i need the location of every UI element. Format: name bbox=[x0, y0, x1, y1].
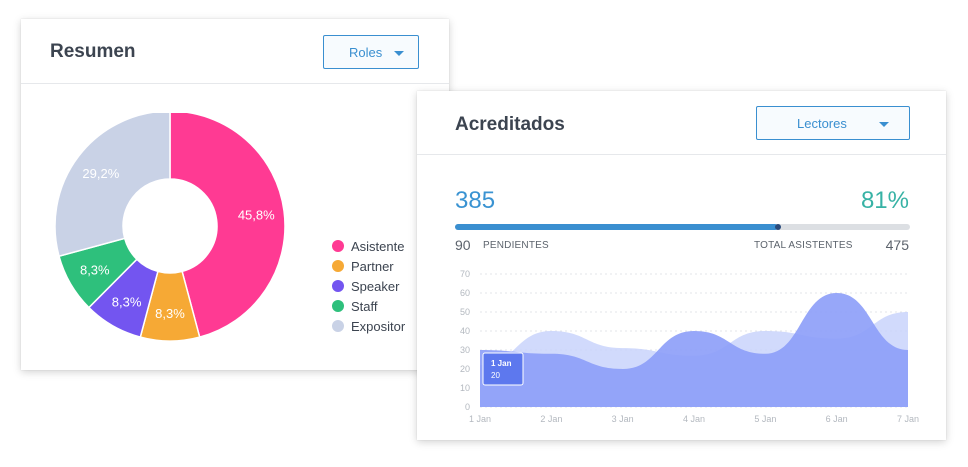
donut-slice-label: 8,3% bbox=[80, 263, 110, 278]
y-tick-label: 0 bbox=[465, 402, 470, 412]
tooltip-value: 20 bbox=[491, 371, 500, 380]
y-tick-label: 40 bbox=[460, 326, 470, 336]
acreditados-header: Acreditados Lectores bbox=[417, 91, 946, 155]
progress-knob bbox=[775, 224, 782, 230]
total-label: TOTAL ASISTENTES bbox=[754, 240, 853, 251]
donut-slice[interactable] bbox=[169, 113, 286, 339]
accreditation-area-chart: 0 10 20 30 40 50 60 70 1 Jan 2 Jan 3 Jan 4 Jan 5 Jan… bbox=[460, 269, 919, 424]
resumen-card: Resumen Roles 45,8% 8,3% 8,3% 8,3% 29,2% Asi… bbox=[21, 19, 449, 370]
resumen-title: Resumen bbox=[50, 41, 136, 62]
donut-slice-label: 8,3% bbox=[112, 294, 142, 309]
legend-label: Speaker bbox=[351, 279, 400, 294]
legend-dot-icon bbox=[332, 240, 344, 252]
y-tick-label: 50 bbox=[460, 307, 470, 317]
legend-label: Partner bbox=[351, 259, 394, 274]
y-tick-label: 10 bbox=[460, 383, 470, 393]
x-tick-label: 5 Jan bbox=[754, 414, 776, 424]
legend-dot-icon bbox=[332, 280, 344, 292]
pending-label: PENDIENTES bbox=[483, 240, 549, 251]
legend-label: Expositor bbox=[351, 319, 406, 334]
x-tick-label: 4 Jan bbox=[683, 414, 705, 424]
chart-tooltip: 1 Jan 20 bbox=[482, 352, 524, 386]
pending-count: 90 bbox=[455, 237, 471, 253]
donut-slice-label: 29,2% bbox=[82, 166, 119, 181]
legend-dot-icon bbox=[332, 300, 344, 312]
accredited-percent: 81% bbox=[860, 187, 909, 214]
area-series[interactable] bbox=[480, 293, 908, 407]
y-tick-label: 20 bbox=[460, 364, 470, 374]
x-tick-label: 6 Jan bbox=[826, 414, 848, 424]
x-tick-label: 7 Jan bbox=[897, 414, 919, 424]
roles-dropdown[interactable]: Roles bbox=[323, 35, 419, 69]
lectores-dropdown[interactable]: Lectores bbox=[756, 106, 910, 140]
y-tick-label: 30 bbox=[460, 345, 470, 355]
legend-dot-icon bbox=[332, 260, 344, 272]
legend-label: Staff bbox=[351, 299, 378, 314]
acreditados-card: Acreditados Lectores 385 81% 90 PENDIENT… bbox=[417, 91, 946, 440]
roles-dropdown-label: Roles bbox=[349, 45, 383, 60]
y-tick-label: 70 bbox=[460, 269, 470, 279]
accreditation-progress-bar bbox=[455, 224, 910, 230]
x-tick-label: 2 Jan bbox=[540, 414, 562, 424]
chevron-down-icon bbox=[879, 122, 889, 127]
roles-donut-chart: 45,8% 8,3% 8,3% 8,3% 29,2% bbox=[55, 113, 286, 342]
chevron-down-icon bbox=[394, 51, 404, 56]
x-tick-label: 3 Jan bbox=[612, 414, 634, 424]
lectores-dropdown-label: Lectores bbox=[797, 116, 847, 131]
legend-dot-icon bbox=[332, 320, 344, 332]
donut-slice[interactable] bbox=[55, 113, 171, 258]
x-tick-label: 1 Jan bbox=[469, 414, 491, 424]
total-count: 475 bbox=[885, 237, 909, 253]
donut-slice-label: 45,8% bbox=[238, 208, 275, 223]
tooltip-date: 1 Jan bbox=[491, 359, 512, 368]
y-tick-label: 60 bbox=[460, 288, 470, 298]
accredited-count: 385 bbox=[455, 187, 496, 214]
progress-fill bbox=[455, 224, 779, 230]
legend-label: Asistente bbox=[351, 239, 405, 254]
resumen-header: Resumen Roles bbox=[21, 19, 449, 84]
acreditados-title: Acreditados bbox=[455, 114, 565, 135]
donut-slice-label: 8,3% bbox=[155, 306, 185, 321]
